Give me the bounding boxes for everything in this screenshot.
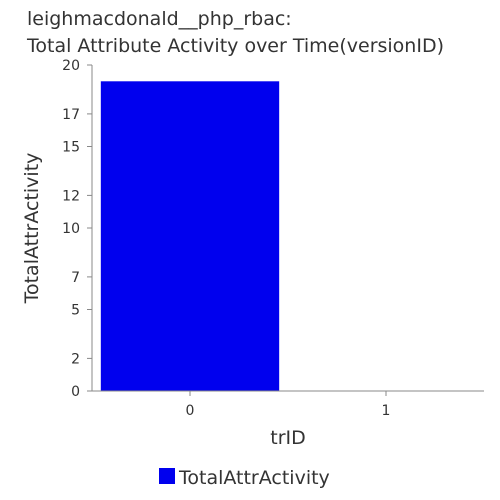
y-tick-label: 7 [71, 270, 80, 286]
y-axis-label: TotalAttrActivity [21, 153, 43, 305]
chart-title-line-2: Total Attribute Activity over Time(versi… [26, 35, 444, 57]
x-tick-label: 1 [382, 403, 391, 419]
y-tick-label: 12 [62, 188, 80, 204]
legend: TotalAttrActivity [159, 467, 330, 489]
legend-label: TotalAttrActivity [178, 467, 330, 489]
x-axis-label: trID [270, 427, 306, 449]
bar-0 [101, 81, 279, 391]
y-axis-ticks: 0 2 5 7 10 12 15 17 20 [62, 58, 92, 400]
y-tick-label: 10 [62, 221, 80, 237]
y-tick-label: 0 [71, 384, 80, 400]
y-tick-label: 15 [62, 140, 80, 156]
legend-swatch [159, 468, 175, 484]
y-tick-label: 5 [71, 303, 80, 319]
x-tick-label: 0 [186, 403, 195, 419]
chart-title-line-1: leighmacdonald__php_rbac: [27, 8, 292, 30]
plot-area [101, 81, 279, 391]
y-tick-label: 17 [62, 107, 80, 123]
y-tick-label: 20 [62, 58, 80, 74]
y-tick-label: 2 [71, 351, 80, 367]
